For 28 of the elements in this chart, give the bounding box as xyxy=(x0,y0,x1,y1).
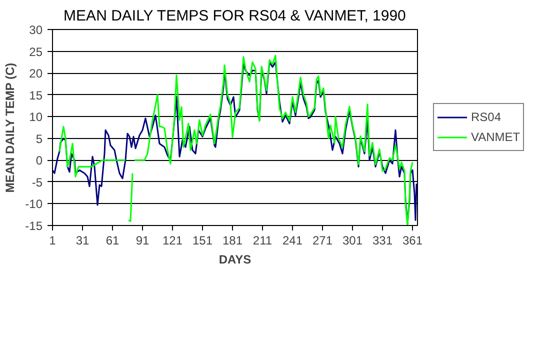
chart-title: MEAN DAILY TEMPS FOR RS04 & VANMET, 1990 xyxy=(64,8,406,24)
legend-label: RS04 xyxy=(471,110,502,124)
x-tick-label: 61 xyxy=(106,234,120,248)
y-tick-label: 5 xyxy=(36,132,43,146)
x-axis-title: DAYS xyxy=(218,252,252,266)
x-tick-label: 181 xyxy=(222,234,243,248)
y-tick-label: 10 xyxy=(29,110,43,124)
legend-label: VANMET xyxy=(471,130,520,144)
x-tick-label: 31 xyxy=(76,234,90,248)
y-tick-label: 30 xyxy=(29,23,43,37)
y-axis-title: MEAN DAILY TEMP (C) xyxy=(3,62,18,193)
x-tick-label: 121 xyxy=(162,234,183,248)
x-tick-label: 361 xyxy=(402,234,423,248)
y-tick-label: 20 xyxy=(29,66,43,81)
x-tick-label: 331 xyxy=(372,234,393,248)
y-tick-label: 0 xyxy=(36,154,43,168)
y-tick-label: 15 xyxy=(29,88,43,102)
x-tick-label: 211 xyxy=(252,234,272,248)
x-tick-label: 151 xyxy=(192,234,213,248)
y-tick-label: -5 xyxy=(32,175,43,190)
x-tick-label: 91 xyxy=(136,234,150,248)
x-tick-label: 241 xyxy=(282,234,303,248)
y-tick-label: -10 xyxy=(25,197,43,212)
y-tick-label: -15 xyxy=(25,219,43,233)
x-tick-label: 301 xyxy=(342,234,363,248)
x-tick-label: 1 xyxy=(49,234,56,248)
x-tick-label: 271 xyxy=(312,234,333,248)
y-tick-label: 25 xyxy=(29,44,43,59)
